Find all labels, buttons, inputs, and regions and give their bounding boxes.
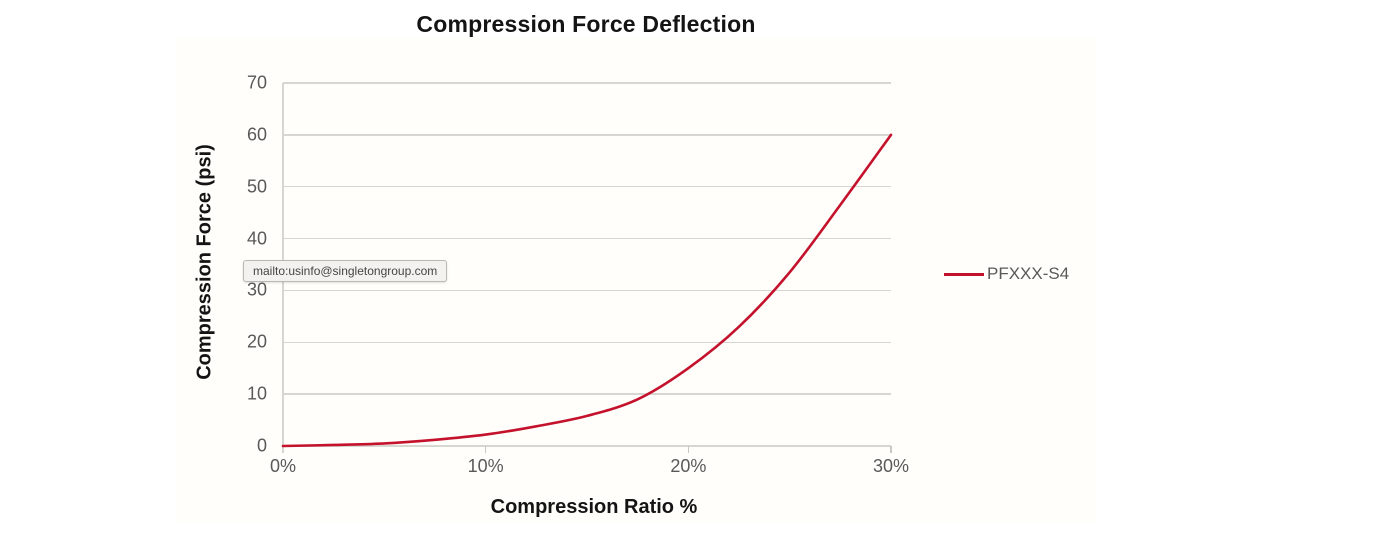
gridline-y-50	[283, 185, 891, 188]
y-tick-label-60: 60	[246, 124, 267, 145]
gridline-y-30	[283, 289, 891, 292]
y-tick-label-0: 0	[256, 435, 267, 456]
gridline-y-60	[283, 134, 891, 136]
y-tick-label-50: 50	[246, 176, 267, 197]
y-tick-label-10: 10	[246, 383, 267, 404]
gridline-y-20	[283, 341, 891, 344]
legend-line-swatch	[944, 272, 984, 276]
chart-title: Compression Force Deflection	[416, 11, 756, 37]
gridline-y-0	[283, 445, 891, 447]
x-tick-label-20%: 20%	[670, 456, 707, 476]
legend-label: PFXXX-S4	[987, 264, 1070, 283]
link-tooltip: mailto:usinfo@singletongroup.com	[243, 260, 448, 282]
legend: PFXXX-S4	[944, 263, 1069, 285]
x-tick-20	[687, 446, 690, 453]
y-tick-label-30: 30	[246, 279, 267, 300]
x-axis-title: Compression Ratio %	[490, 496, 698, 518]
y-tick-label-40: 40	[246, 228, 267, 249]
y-tick-label-20: 20	[246, 331, 267, 352]
x-tick-30	[890, 446, 892, 453]
gridline-y-10	[283, 393, 891, 395]
x-tick-label-0%: 0%	[269, 456, 297, 476]
x-tick-label-10%: 10%	[467, 456, 504, 476]
gridline-y-70	[283, 82, 891, 84]
x-tick-10	[484, 446, 487, 453]
x-tick-label-30%: 30%	[872, 456, 910, 476]
gridline-y-40	[283, 237, 891, 240]
y-tick-label-70: 70	[246, 72, 267, 93]
